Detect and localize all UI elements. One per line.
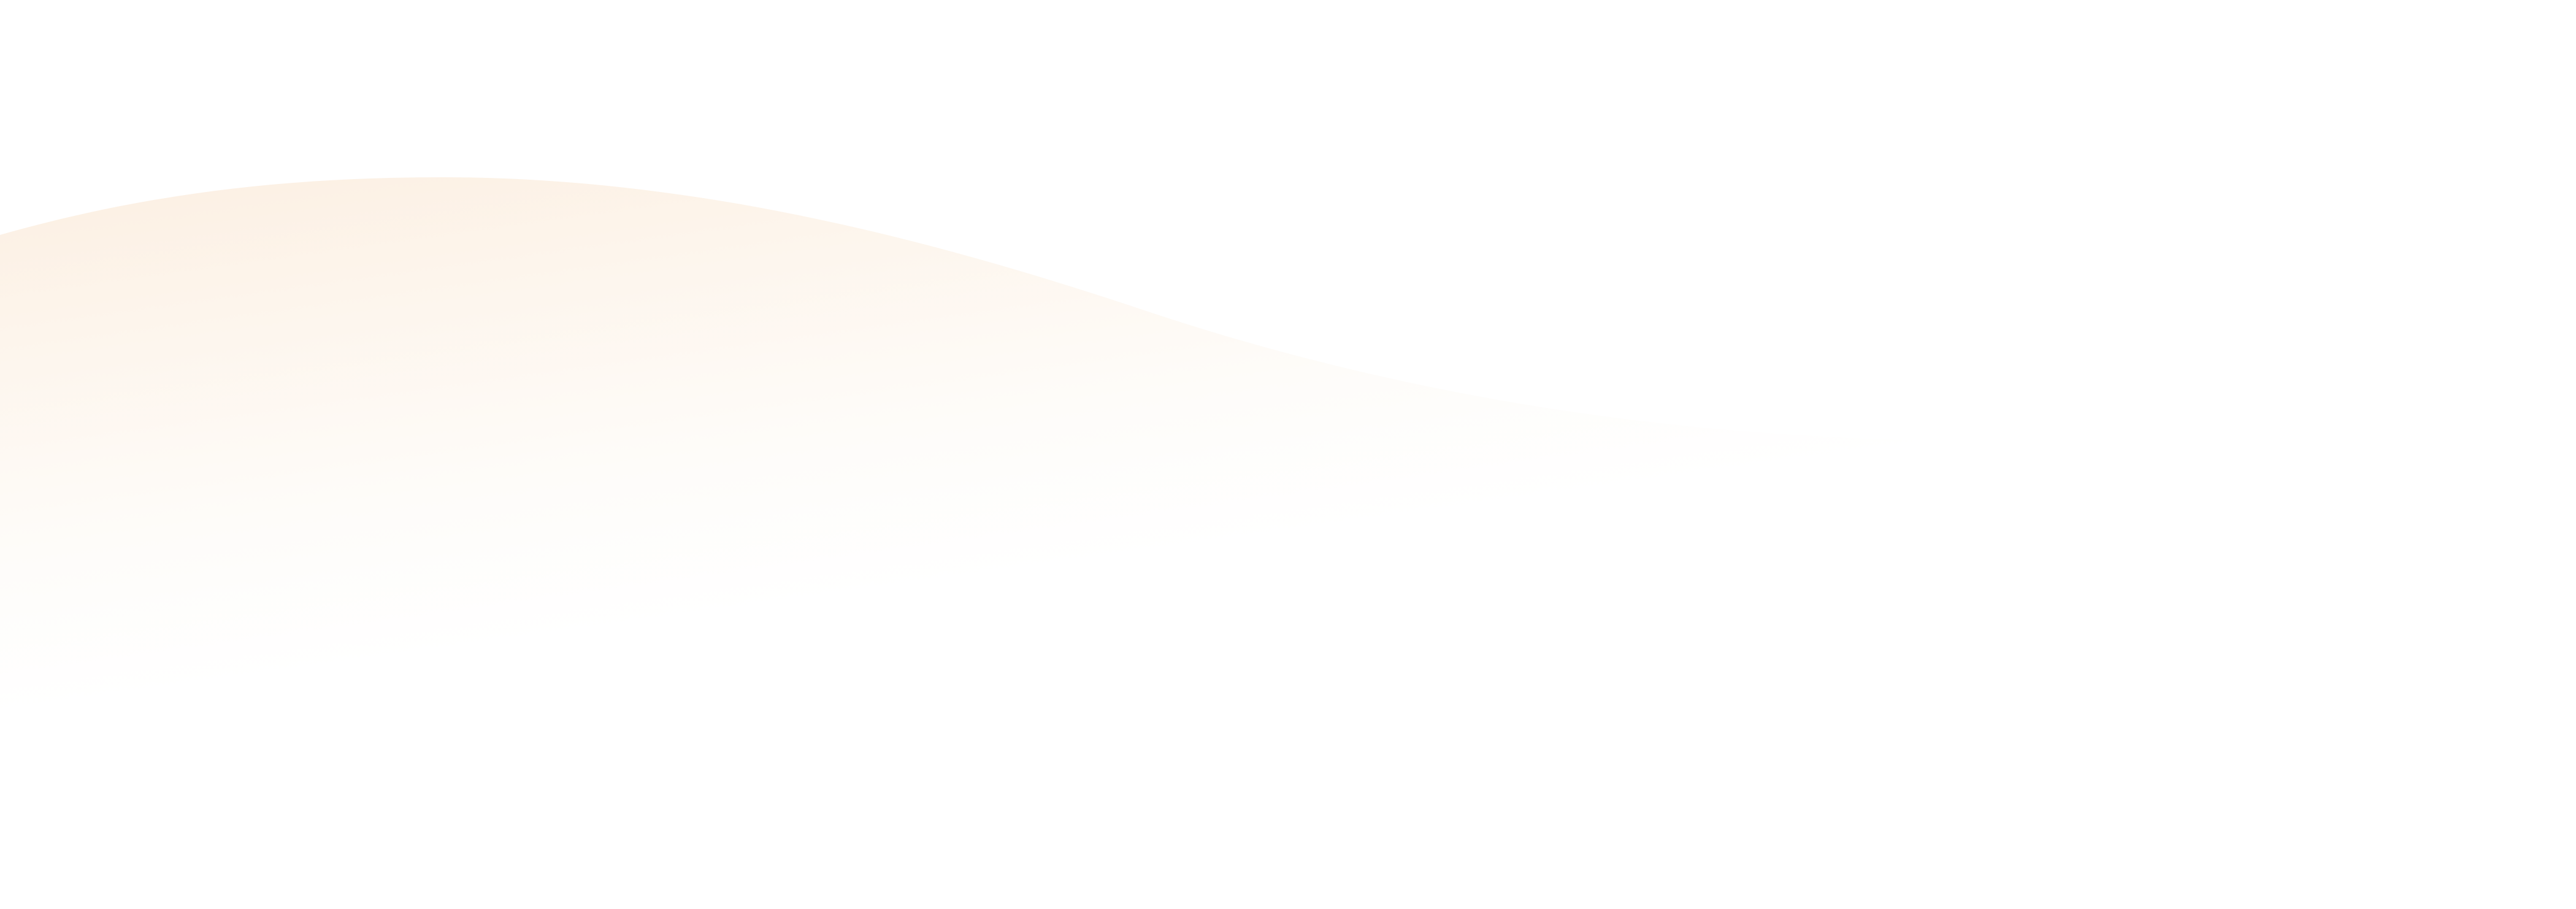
- wave: [0, 177, 2576, 909]
